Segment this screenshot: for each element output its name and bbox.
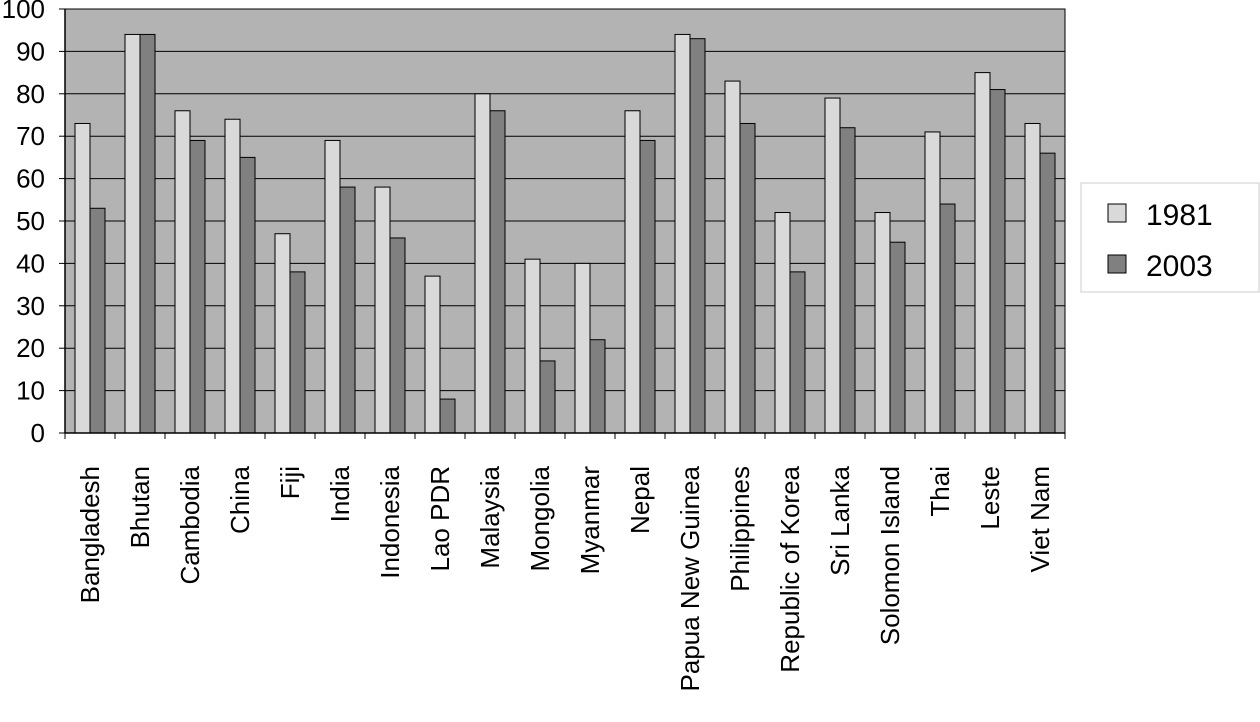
bar-1981-sri-lanka — [824, 97, 841, 434]
legend-label-1981: 1981 — [1146, 199, 1213, 232]
category-label: Bangladesh — [75, 466, 105, 603]
category-label: Thai — [925, 466, 955, 517]
category-label: Leste — [975, 466, 1005, 530]
bar-2003-sri-lanka — [839, 127, 856, 434]
category-label: Malaysia — [475, 465, 505, 568]
y-tick-label: 70 — [16, 121, 45, 151]
y-tick-label: 20 — [16, 333, 45, 363]
category-label: Papua New Guinea — [675, 465, 705, 691]
bar-2003-viet-nam — [1039, 152, 1056, 434]
bar-1981-viet-nam — [1024, 122, 1041, 434]
y-tick-labels: 0 10 20 30 40 50 60 70 80 90 100 — [2, 0, 45, 448]
bar-1981-bangladesh — [74, 122, 91, 434]
y-tick-label: 80 — [16, 79, 45, 109]
bar-2003-bhutan — [139, 33, 156, 434]
y-tick-label: 0 — [31, 418, 45, 448]
bar-1981-thai — [924, 131, 941, 434]
bar-2003-cambodia — [189, 139, 206, 434]
bar-2003-papua-new-guinea — [689, 38, 706, 434]
category-label: Myanmar — [575, 466, 605, 575]
y-tick-label: 100 — [2, 0, 45, 24]
category-label: China — [225, 465, 255, 533]
y-tick-label: 60 — [16, 164, 45, 194]
bar-2003-bangladesh — [89, 207, 106, 434]
bar-1981-nepal — [624, 110, 641, 434]
category-labels: Bangladesh Bhutan Cambodia China Fiji India In… — [75, 465, 1055, 691]
bar-1981-fiji — [274, 233, 291, 434]
bar-2003-thai — [939, 203, 956, 434]
axes — [59, 8, 1066, 439]
bar-1981-solomon-island — [874, 212, 891, 434]
bar-1981-myanmar — [574, 262, 591, 434]
bar-1981-cambodia — [174, 110, 191, 434]
bar-1981-bhutan — [124, 33, 141, 434]
bar-2003-china — [239, 156, 256, 434]
bar-2003-indonesia — [389, 237, 406, 434]
category-label: India — [325, 465, 355, 522]
category-label: Nepal — [625, 466, 655, 534]
bar-2003-solomon-island — [889, 241, 906, 434]
bar-1981-china — [224, 118, 241, 434]
category-label: Indonesia — [375, 465, 405, 578]
bar-1981-indonesia — [374, 186, 391, 434]
bar-2003-fiji — [289, 271, 306, 434]
legend-box — [1080, 182, 1260, 293]
bar-2003-philippines — [739, 122, 756, 434]
bar-1981-india — [324, 139, 341, 434]
category-label: Philippines — [725, 466, 755, 592]
bar-2003-nepal — [639, 139, 656, 434]
bar-1981-papua-new-guinea — [674, 33, 691, 434]
bar-2003-leste — [989, 89, 1006, 434]
bar-1981-malaysia — [474, 93, 491, 434]
bar-2003-mongolia — [539, 360, 556, 434]
bar-2003-republic-of-korea — [789, 271, 806, 434]
y-tick-label: 10 — [16, 376, 45, 406]
bar-1981-mongolia — [524, 258, 541, 434]
y-tick-label: 40 — [16, 248, 45, 278]
legend-label-2003: 2003 — [1146, 250, 1213, 283]
category-label: Viet Nam — [1025, 466, 1055, 572]
bar-2003-myanmar — [589, 339, 606, 434]
bar-1981-republic-of-korea — [774, 212, 791, 434]
legend: 1981 2003 — [1080, 182, 1260, 293]
y-tick-label: 90 — [16, 36, 45, 66]
bar-2003-lao-pdr — [439, 398, 456, 434]
bar-1981-lao-pdr — [424, 275, 441, 434]
category-label: Republic of Korea — [775, 465, 805, 672]
bar-1981-leste — [974, 72, 991, 434]
y-tick-label: 50 — [16, 206, 45, 236]
bar-1981-philippines — [724, 80, 741, 434]
category-label: Cambodia — [175, 465, 205, 584]
category-label: Sri Lanka — [825, 465, 855, 575]
bar-2003-malaysia — [489, 110, 506, 434]
bars — [74, 33, 1056, 434]
bar-2003-india — [339, 186, 356, 434]
legend-swatch-1981 — [1107, 203, 1127, 223]
category-label: Bhutan — [125, 466, 155, 548]
category-label: Solomon Island — [875, 466, 905, 645]
category-label: Mongolia — [525, 465, 555, 571]
category-label: Lao PDR — [425, 466, 455, 572]
category-label: Fiji — [275, 466, 305, 499]
y-tick-label: 30 — [16, 291, 45, 321]
legend-swatch-2003 — [1107, 254, 1127, 274]
